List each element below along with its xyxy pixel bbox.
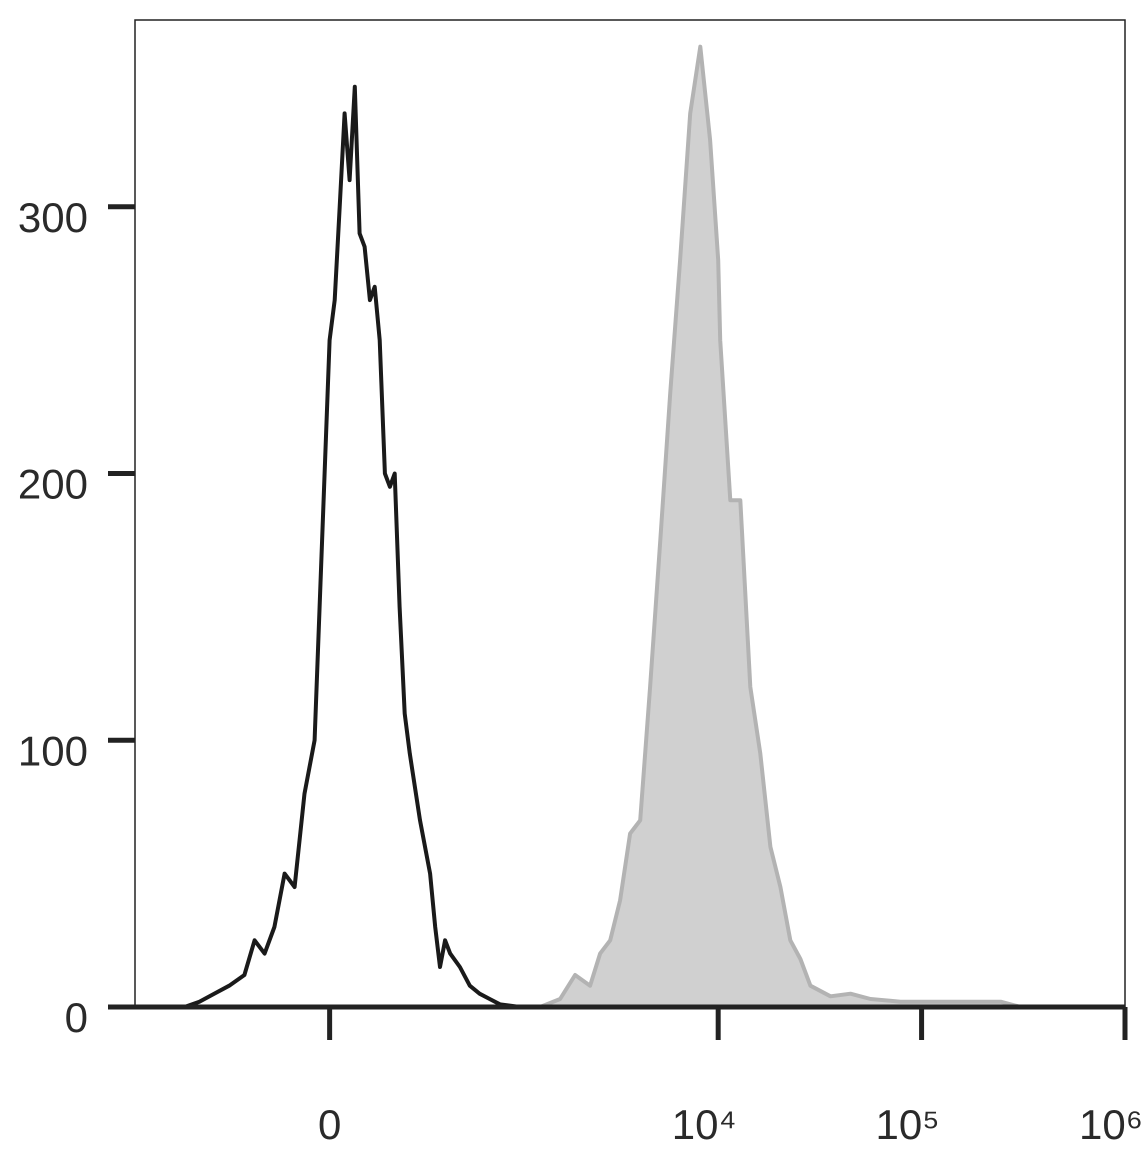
x-tick-label: 10⁵ <box>876 1101 940 1148</box>
x-tick-label: 0 <box>318 1101 341 1148</box>
y-tick-label: 300 <box>18 194 88 241</box>
x-tick-label: 10⁶ <box>1079 1101 1143 1148</box>
x-tick-label: 10⁴ <box>672 1101 737 1148</box>
histogram-area <box>459 46 1125 1007</box>
y-tick-label: 0 <box>65 994 88 1041</box>
y-tick-label: 200 <box>18 461 88 508</box>
histogram-line <box>459 44 1125 1009</box>
y-tick-label: 100 <box>18 727 88 774</box>
histogram-line <box>183 84 1125 1009</box>
